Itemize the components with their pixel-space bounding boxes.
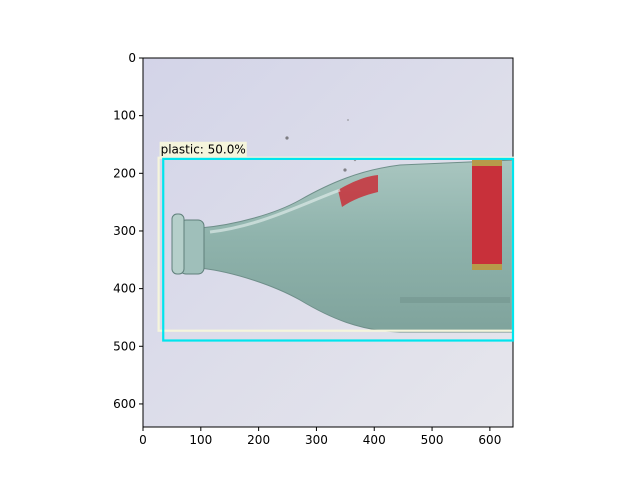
x-tick-label: 400	[363, 433, 386, 447]
detections: plastic: 50.0%	[157, 141, 515, 342]
shoulder-label	[338, 175, 378, 207]
x-tick-label: 0	[139, 433, 147, 447]
y-tick-label: 200	[113, 166, 136, 180]
wall-spot	[347, 119, 349, 121]
y-tick-label: 0	[128, 51, 136, 65]
photo	[143, 58, 513, 427]
x-tick-label: 300	[305, 433, 328, 447]
x-tick-label: 200	[247, 433, 270, 447]
x-tick-label: 600	[478, 433, 501, 447]
detection-box	[162, 157, 515, 342]
x-tick-label: 100	[189, 433, 212, 447]
y-tick-label: 400	[113, 282, 136, 296]
wall-spot	[343, 168, 347, 172]
y-tick-label: 500	[113, 339, 136, 353]
axis-ticks: 0 100 200 300 400 500 600 0 100 200 300 400 500 600	[113, 51, 501, 447]
bottle	[171, 159, 513, 333]
detection-label-background	[159, 141, 247, 158]
detection-label: plastic: 50.0%	[161, 143, 246, 157]
y-tick-label: 600	[113, 397, 136, 411]
y-tick-label: 300	[113, 224, 136, 238]
y-tick-label: 100	[113, 109, 136, 123]
main-label	[472, 160, 502, 270]
x-tick-label: 500	[421, 433, 444, 447]
wall-spot	[285, 136, 289, 140]
